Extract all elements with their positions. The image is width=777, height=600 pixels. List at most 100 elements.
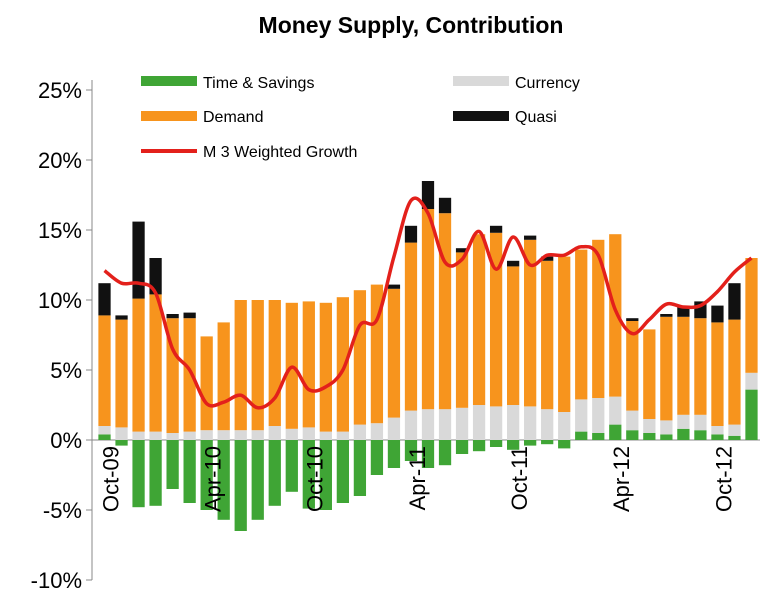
bar-time-savings xyxy=(319,440,332,510)
bar-demand xyxy=(149,294,162,432)
x-tick-label: Oct-11 xyxy=(507,446,532,510)
y-tick-label: 20% xyxy=(38,148,82,173)
bar-demand xyxy=(609,234,622,397)
growth-line xyxy=(103,196,753,410)
bar-currency xyxy=(285,428,298,440)
legend-swatch-quasi xyxy=(453,111,509,121)
legend-label-quasi: Quasi xyxy=(515,109,557,126)
bar-demand xyxy=(353,290,367,425)
bar-demand xyxy=(336,297,349,432)
bar-currency xyxy=(592,398,605,433)
bar-demand xyxy=(268,300,281,426)
x-ticks: Oct-09 Apr-10 Oct-10 Apr-11 Oct-11 Apr-12 Oct-… xyxy=(98,446,736,512)
bar-time-savings xyxy=(302,440,315,509)
bar-demand xyxy=(302,301,315,428)
bar-time-savings xyxy=(268,440,281,506)
bar-demand xyxy=(575,249,588,400)
bar-time-savings xyxy=(609,424,622,440)
bar-time-savings xyxy=(575,431,588,440)
bar-quasi xyxy=(421,181,435,209)
bar-time-savings xyxy=(711,434,724,440)
bar-time-savings xyxy=(472,440,486,452)
bar-quasi xyxy=(387,284,401,289)
y-tick-label: 15% xyxy=(38,218,82,243)
bar-currency xyxy=(234,430,247,440)
bar-currency xyxy=(404,410,418,440)
bar-demand xyxy=(421,209,435,410)
bar-currency xyxy=(677,414,690,429)
bar-time-savings xyxy=(489,440,503,447)
bar-currency xyxy=(132,431,145,440)
bar-currency xyxy=(643,419,656,433)
bar-currency xyxy=(353,424,367,440)
bar-currency xyxy=(421,409,435,440)
y-tick-label: 10% xyxy=(38,288,82,313)
legend-label-growth: M 3 Weighted Growth xyxy=(203,144,357,161)
legend-swatch-currency xyxy=(453,76,509,86)
bar-quasi xyxy=(166,314,179,319)
legend-label-currency: Currency xyxy=(515,75,580,92)
bar-time-savings xyxy=(660,434,673,440)
bar-demand xyxy=(217,322,230,431)
bar-demand xyxy=(660,316,673,421)
bar-quasi xyxy=(438,197,452,214)
bar-demand xyxy=(132,298,145,432)
bar-time-savings xyxy=(541,440,554,445)
y-tick-label: -10% xyxy=(31,568,82,593)
bar-currency xyxy=(217,430,230,440)
bar-demand xyxy=(728,319,741,425)
x-tick-label: Apr-12 xyxy=(609,446,634,512)
bar-demand xyxy=(251,300,264,431)
bar-quasi xyxy=(728,283,741,320)
y-tick-label: 25% xyxy=(38,78,82,103)
bar-currency xyxy=(251,430,264,440)
bar-currency xyxy=(183,431,196,440)
bar-demand xyxy=(200,336,213,431)
bar-quasi xyxy=(404,225,418,243)
bar-currency xyxy=(694,414,707,431)
bar-demand xyxy=(507,266,520,405)
legend-swatch-time-savings xyxy=(141,76,197,86)
bar-time-savings xyxy=(387,440,401,468)
bar-time-savings xyxy=(98,434,111,440)
bar-time-savings xyxy=(626,430,639,440)
bar-quasi xyxy=(489,225,503,233)
bar-currency xyxy=(575,399,588,432)
bar-time-savings xyxy=(745,389,758,440)
bar-demand xyxy=(319,302,332,432)
bar-currency xyxy=(626,410,639,431)
y-tick-label: 5% xyxy=(50,358,82,383)
bar-time-savings xyxy=(234,440,247,531)
bar-currency xyxy=(370,423,384,440)
bar-demand xyxy=(626,321,639,411)
bar-currency xyxy=(609,396,622,425)
bar-currency xyxy=(711,426,724,435)
bar-time-savings xyxy=(421,440,435,468)
growth-line-layer xyxy=(103,196,753,410)
bar-currency xyxy=(541,409,554,440)
bar-quasi xyxy=(149,258,162,295)
bar-demand xyxy=(455,252,469,408)
bar-time-savings xyxy=(353,440,367,496)
bar-demand xyxy=(558,256,571,412)
bar-currency xyxy=(660,420,673,435)
x-tick-label: Oct-10 xyxy=(303,446,328,512)
bar-time-savings xyxy=(149,440,162,506)
bar-currency xyxy=(319,431,332,440)
x-tick-label: Apr-11 xyxy=(405,446,430,510)
bar-time-savings xyxy=(404,440,418,461)
bar-currency xyxy=(728,424,741,436)
bar-time-savings xyxy=(728,435,741,440)
bar-demand xyxy=(387,288,401,418)
bar-quasi xyxy=(660,314,673,317)
bar-quasi xyxy=(507,260,520,267)
bar-quasi xyxy=(455,248,469,253)
bar-time-savings xyxy=(183,440,196,503)
bar-time-savings xyxy=(200,440,213,510)
bar-currency xyxy=(472,405,486,440)
bar-demand xyxy=(592,239,605,398)
bar-demand xyxy=(541,260,554,410)
bar-currency xyxy=(524,406,537,440)
bar-demand xyxy=(166,318,179,433)
bar-demand xyxy=(677,316,690,415)
